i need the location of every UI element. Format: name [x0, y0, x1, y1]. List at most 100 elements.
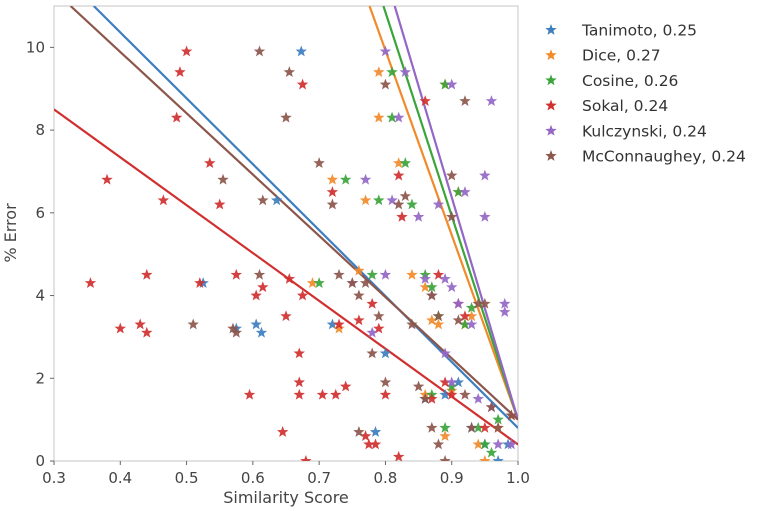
sokal-point	[316, 388, 329, 400]
y-tick-label: 10	[26, 38, 45, 56]
sokal-point	[392, 169, 405, 181]
dice-point	[333, 322, 345, 334]
dice-point	[373, 66, 385, 78]
kulczynski-point	[452, 297, 465, 309]
cosine-point	[439, 421, 451, 433]
mcconnaughey-legend-label: McConnaughey, 0.24	[582, 148, 746, 166]
x-tick-label: 1.0	[506, 469, 530, 487]
kulczynski-point	[459, 186, 471, 197]
kulczynski-point	[419, 273, 431, 284]
cosine-point	[465, 301, 478, 313]
mcconnaughey-point	[217, 173, 229, 185]
mcconnaughey-point	[432, 310, 445, 322]
cosine-legend-marker	[545, 74, 557, 86]
dice-legend-label: Dice, 0.27	[582, 47, 661, 65]
sokal-point	[426, 392, 438, 404]
kulczynski-point	[505, 438, 518, 450]
mcconnaughey-point	[373, 310, 385, 322]
mcconnaughey-point	[326, 198, 339, 210]
sokal-point	[114, 322, 126, 334]
mcconnaughey-legend-marker	[545, 150, 557, 161]
mcconnaughey-point	[253, 268, 266, 280]
sokal-point	[479, 421, 491, 433]
sokal-point	[283, 273, 296, 284]
cosine-point	[439, 78, 451, 90]
kulczynski-point	[485, 95, 498, 106]
sokal-point	[396, 210, 408, 222]
sokal-point	[296, 78, 309, 90]
mcconnaughey-point	[313, 157, 325, 169]
mcconnaughey-point	[392, 198, 405, 210]
kulczynski-point	[379, 45, 392, 57]
y-tick-label: 0	[35, 452, 45, 470]
sokal-point	[419, 95, 431, 106]
kulczynski-point	[412, 210, 425, 222]
sokal-point	[296, 289, 309, 301]
kulczynski-point	[386, 194, 398, 206]
tanimoto-legend-label: Tanimoto, 0.25	[581, 22, 697, 40]
sokal-point	[339, 380, 352, 392]
tanimoto-point	[271, 194, 283, 206]
kulczynski-point	[432, 198, 445, 210]
sokal-point	[379, 388, 392, 400]
dice-point	[419, 281, 431, 293]
tanimoto-point	[452, 376, 465, 388]
sokal-legend-marker	[545, 99, 557, 111]
y-tick-label: 2	[35, 369, 45, 387]
mcconnaughey-point	[446, 210, 458, 222]
plot-area	[53, 5, 519, 462]
dice-point	[465, 310, 478, 322]
mcconnaughey-point	[283, 66, 296, 78]
sokal-point	[180, 45, 193, 57]
mcconnaughey-point	[399, 190, 412, 202]
sokal-point	[276, 426, 289, 437]
mcconnaughey-point	[230, 326, 242, 338]
kulczynski-point	[359, 173, 372, 185]
sokal-point	[330, 388, 342, 400]
dice-point	[353, 264, 365, 276]
y-tick-label: 8	[35, 121, 45, 139]
mcconnaughey-point	[412, 380, 425, 392]
kulczynski-point	[492, 438, 504, 450]
mcconnaughey-point	[446, 169, 458, 181]
kulczynski-point	[366, 326, 378, 338]
x-tick-label: 0.4	[108, 469, 132, 487]
sokal-point	[326, 186, 339, 197]
sokal-point	[84, 277, 97, 288]
sokal-point	[293, 388, 305, 400]
kulczynski-point	[446, 376, 458, 388]
kulczynski-point	[439, 347, 451, 359]
dice-point	[406, 268, 418, 280]
y-tick-label: 4	[35, 287, 45, 305]
mcconnaughey-point	[492, 421, 504, 433]
kulczynski-point	[479, 210, 491, 222]
dice-point	[373, 111, 385, 123]
sokal-point	[333, 318, 345, 330]
cosine-point	[485, 446, 498, 458]
y-axis-label: % Error	[1, 203, 20, 263]
x-tick-label: 0.6	[241, 469, 265, 487]
dice-point	[359, 194, 372, 206]
sokal-point	[459, 310, 471, 322]
sokal-point	[230, 268, 242, 280]
sokal-point	[293, 347, 305, 359]
cosine-point	[313, 277, 325, 288]
kulczynski-legend-marker	[545, 124, 557, 136]
mcconnaughey-point	[379, 376, 392, 388]
y-axis-ticks: 0 2 4 6 8 10	[26, 38, 54, 470]
mcconnaughey-point	[359, 277, 372, 288]
mcconnaughey-point	[406, 318, 418, 330]
mcconnaughey-point	[439, 455, 451, 461]
dice-point	[472, 438, 484, 450]
sokal-point	[134, 318, 146, 330]
mcconnaughey-point	[379, 78, 392, 90]
sokal-point	[101, 173, 113, 185]
tanimoto-point	[250, 318, 262, 330]
sokal-point	[243, 388, 256, 400]
cosine-point	[446, 380, 458, 392]
mcconnaughey-point	[257, 194, 269, 206]
sokal-point	[250, 289, 262, 301]
y-tick-label: 6	[35, 204, 45, 222]
mcconnaughey-point	[485, 401, 498, 413]
